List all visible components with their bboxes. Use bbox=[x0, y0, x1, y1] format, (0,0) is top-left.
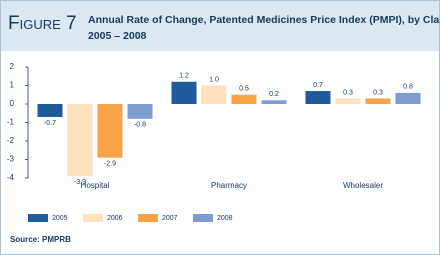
legend-label: 2007 bbox=[162, 215, 178, 222]
bar bbox=[261, 100, 287, 104]
chart-title: Annual Rate of Change, Patented Medicine… bbox=[88, 14, 440, 26]
legend-label: 2005 bbox=[52, 215, 68, 222]
bar bbox=[127, 104, 153, 119]
y-tick-label: -4 bbox=[7, 173, 15, 182]
header-band bbox=[1, 1, 439, 51]
x-tick-label: Pharmacy bbox=[211, 181, 247, 190]
legend-label: 2006 bbox=[107, 215, 123, 222]
bar bbox=[335, 98, 361, 104]
bar bbox=[171, 81, 197, 104]
x-tick-label: Wholesaler bbox=[343, 181, 383, 190]
y-tick-label: -3 bbox=[7, 155, 15, 164]
bar bbox=[231, 94, 257, 104]
bar bbox=[97, 104, 123, 158]
y-tick-label: 2 bbox=[10, 62, 15, 71]
legend-label: 2008 bbox=[217, 215, 233, 222]
y-tick-label: -1 bbox=[7, 118, 15, 127]
bar bbox=[201, 85, 227, 104]
value-label: 1.2 bbox=[179, 73, 189, 80]
value-label: 0.3 bbox=[343, 89, 353, 96]
source: Source: PMPRB bbox=[10, 235, 71, 244]
legend-swatch bbox=[28, 214, 48, 222]
value-label: -3.9 bbox=[74, 179, 86, 186]
bar bbox=[305, 91, 331, 104]
y-tick-label: -2 bbox=[7, 136, 15, 145]
value-label: 0.7 bbox=[313, 82, 323, 89]
value-label: 0.5 bbox=[239, 86, 249, 93]
value-label: -2.9 bbox=[104, 160, 116, 167]
figure-label: Figure 7 bbox=[8, 13, 77, 34]
value-label: 0.3 bbox=[373, 89, 383, 96]
bar bbox=[395, 92, 421, 104]
value-label: 0.2 bbox=[269, 91, 279, 98]
value-label: -0.7 bbox=[44, 120, 56, 127]
legend-swatch bbox=[193, 214, 213, 222]
legend-swatch bbox=[138, 214, 158, 222]
chart-title-line2: 2005 – 2008 bbox=[88, 30, 147, 42]
bar bbox=[37, 104, 63, 117]
y-tick-label: 0 bbox=[10, 99, 15, 108]
x-tick-label: Hospital bbox=[81, 181, 110, 190]
value-label: 1.0 bbox=[209, 76, 219, 83]
value-label: -0.8 bbox=[134, 122, 146, 129]
legend-swatch bbox=[83, 214, 103, 222]
value-label: 0.6 bbox=[403, 84, 413, 91]
bar bbox=[67, 104, 93, 177]
bar bbox=[365, 98, 391, 104]
y-tick-label: 1 bbox=[10, 81, 15, 90]
